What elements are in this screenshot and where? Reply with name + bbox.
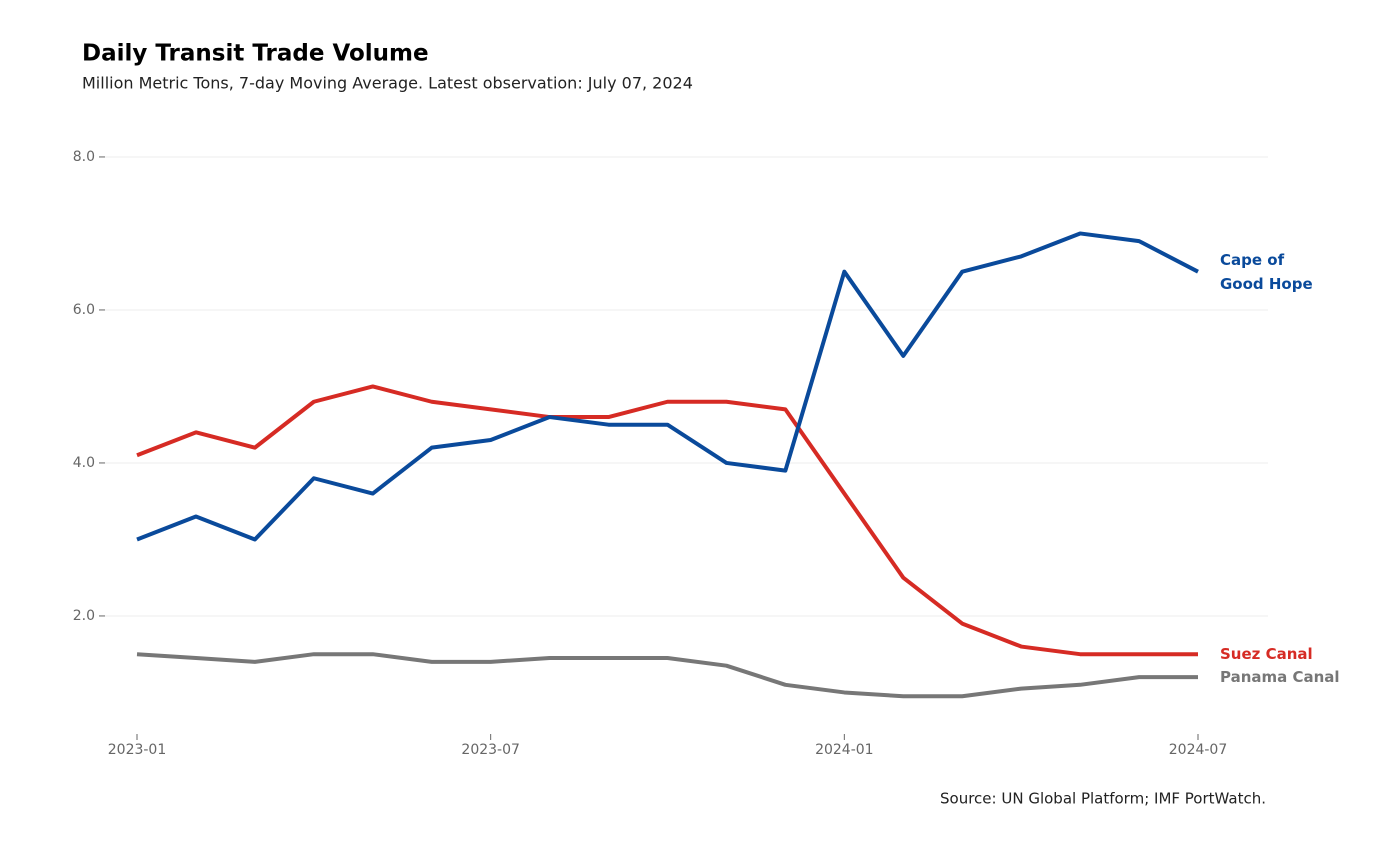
- series-line: [136, 652, 1198, 699]
- x-tick-label: 2023-07: [461, 742, 520, 758]
- chart-title: Daily Transit Trade Volume: [82, 41, 429, 67]
- series-label: Cape of Good Hope: [1220, 250, 1313, 293]
- x-tick-label: 2023-01: [108, 742, 167, 758]
- y-tick-label: 6.0: [73, 302, 95, 318]
- x-tick-label: 2024-07: [1169, 742, 1228, 758]
- series-line: [136, 231, 1199, 542]
- y-tick-label: 2.0: [73, 608, 95, 624]
- x-tick-label: 2024-01: [815, 742, 874, 758]
- y-tick-label: 4.0: [73, 455, 95, 471]
- source: Source: UN Global Platform; IMF PortWatc…: [940, 790, 1266, 808]
- series-line: [136, 384, 1198, 657]
- chart-subtitle: Million Metric Tons, 7-day Moving Averag…: [82, 74, 693, 93]
- series-label: Suez Canal: [1220, 645, 1313, 664]
- series-label: Panama Canal: [1220, 668, 1340, 687]
- y-tick-label: 8.0: [73, 149, 95, 165]
